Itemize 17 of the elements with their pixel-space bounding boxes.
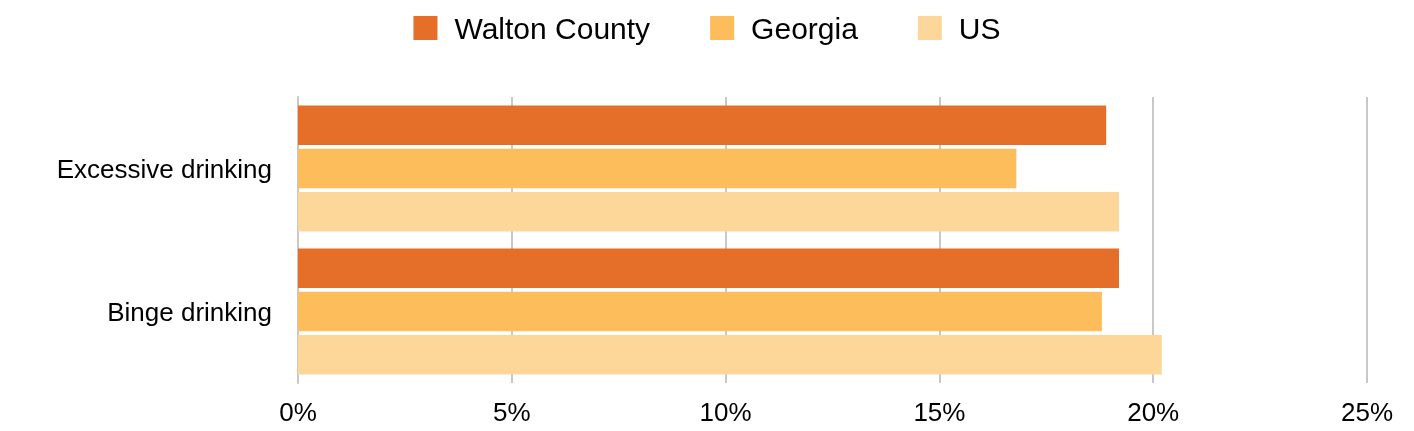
x-tick-label: 15% [913, 397, 966, 427]
bar [298, 248, 1119, 288]
bar [298, 148, 1017, 189]
bar [298, 105, 1107, 145]
x-tick-label: 10% [699, 397, 752, 427]
x-tick-label: 0% [279, 397, 317, 427]
y-tick-label: Binge drinking [107, 296, 272, 327]
bar [298, 192, 1119, 232]
y-tick-label: Excessive drinking [56, 153, 272, 184]
legend-label: Georgia [751, 11, 859, 45]
bar [298, 335, 1162, 375]
bar [298, 291, 1102, 332]
x-tick-label: 5% [493, 397, 531, 427]
legend-label: US [958, 11, 1001, 45]
x-tick-label: 20% [1127, 397, 1180, 427]
legend-label: Walton County [454, 11, 651, 45]
x-tick-label: 25% [1340, 397, 1394, 427]
